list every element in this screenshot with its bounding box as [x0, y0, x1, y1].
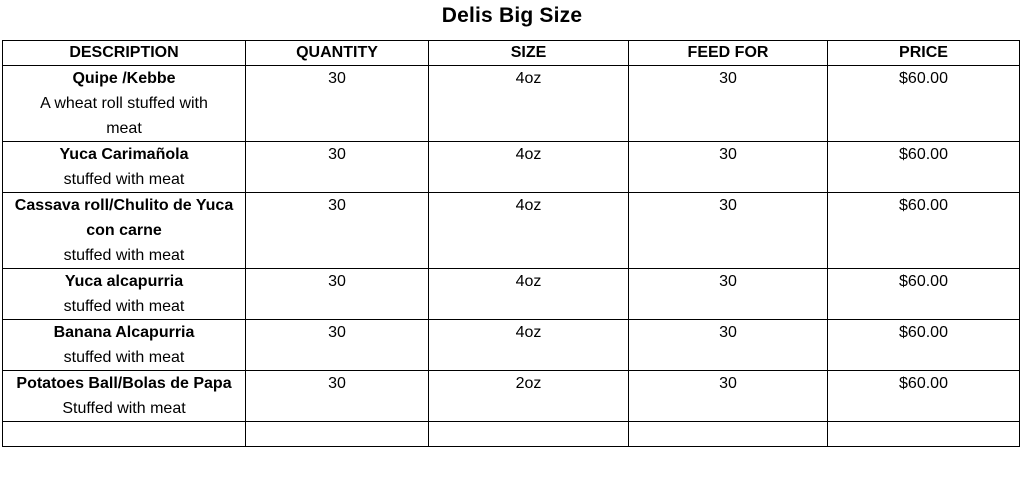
item-name: Quipe /Kebbe [72, 70, 176, 87]
size-cell: 4oz [428, 268, 629, 320]
description-cell: Yuca Carimañola stuffed with meat [2, 141, 246, 193]
quantity-cell: 30 [245, 370, 429, 422]
quantity-cell: 30 [245, 65, 429, 142]
col-header-feed-for: FEED FOR [628, 40, 828, 66]
feed-for-cell: 30 [628, 141, 828, 193]
empty-cell [2, 421, 246, 447]
item-description: stuffed with meat [63, 171, 185, 188]
table-row: Cassava roll/Chulito de Yuca con carne s… [2, 192, 1020, 269]
price-cell: $60.00 [827, 192, 1020, 269]
feed-for-cell: 30 [628, 370, 828, 422]
item-name: Banana Alcapurria [53, 324, 195, 341]
price-cell: $60.00 [827, 141, 1020, 193]
size-cell: 4oz [428, 192, 629, 269]
size-cell: 4oz [428, 319, 629, 371]
col-header-quantity: QUANTITY [245, 40, 429, 66]
item-name: Yuca Carimañola [59, 146, 189, 163]
item-description: stuffed with meat [63, 247, 185, 264]
empty-cell [245, 421, 429, 447]
item-description: A wheat roll stuffed with meat [40, 95, 208, 137]
empty-cell [827, 421, 1020, 447]
price-cell: $60.00 [827, 370, 1020, 422]
size-cell: 2oz [428, 370, 629, 422]
quantity-cell: 30 [245, 192, 429, 269]
table-row: Yuca Carimañola stuffed with meat 30 4oz… [2, 141, 1020, 193]
menu-table: DESCRIPTION QUANTITY SIZE FEED FOR PRICE… [2, 40, 1020, 447]
feed-for-cell: 30 [628, 319, 828, 371]
description-cell: Cassava roll/Chulito de Yuca con carne s… [2, 192, 246, 269]
page-title: Delis Big Size [441, 4, 583, 27]
feed-for-cell: 30 [628, 65, 828, 142]
table-row: Yuca alcapurria stuffed with meat 30 4oz… [2, 268, 1020, 320]
table-row: Potatoes Ball/Bolas de Papa Stuffed with… [2, 370, 1020, 422]
item-description: Stuffed with meat [62, 400, 186, 417]
size-cell: 4oz [428, 141, 629, 193]
size-cell: 4oz [428, 65, 629, 142]
description-cell: Potatoes Ball/Bolas de Papa Stuffed with… [2, 370, 246, 422]
item-description: stuffed with meat [63, 349, 185, 366]
item-name: Potatoes Ball/Bolas de Papa [16, 375, 232, 392]
description-cell: Banana Alcapurria stuffed with meat [2, 319, 246, 371]
price-cell: $60.00 [827, 319, 1020, 371]
quantity-cell: 30 [245, 141, 429, 193]
empty-cell [628, 421, 828, 447]
quantity-cell: 30 [245, 268, 429, 320]
item-description: stuffed with meat [63, 298, 185, 315]
quantity-cell: 30 [245, 319, 429, 371]
item-name: Cassava roll/Chulito de Yuca con carne [14, 197, 234, 239]
empty-cell [428, 421, 629, 447]
price-cell: $60.00 [827, 268, 1020, 320]
price-cell: $60.00 [827, 65, 1020, 142]
feed-for-cell: 30 [628, 192, 828, 269]
empty-row [2, 421, 1020, 447]
col-header-size: SIZE [428, 40, 629, 66]
header-row: DESCRIPTION QUANTITY SIZE FEED FOR PRICE [2, 40, 1020, 66]
description-cell: Quipe /Kebbe A wheat roll stuffed with m… [2, 65, 246, 142]
table-row: Quipe /Kebbe A wheat roll stuffed with m… [2, 65, 1020, 142]
feed-for-cell: 30 [628, 268, 828, 320]
description-cell: Yuca alcapurria stuffed with meat [2, 268, 246, 320]
col-header-price: PRICE [827, 40, 1020, 66]
table-row: Banana Alcapurria stuffed with meat 30 4… [2, 319, 1020, 371]
item-name: Yuca alcapurria [64, 273, 184, 290]
col-header-description: DESCRIPTION [2, 40, 246, 66]
